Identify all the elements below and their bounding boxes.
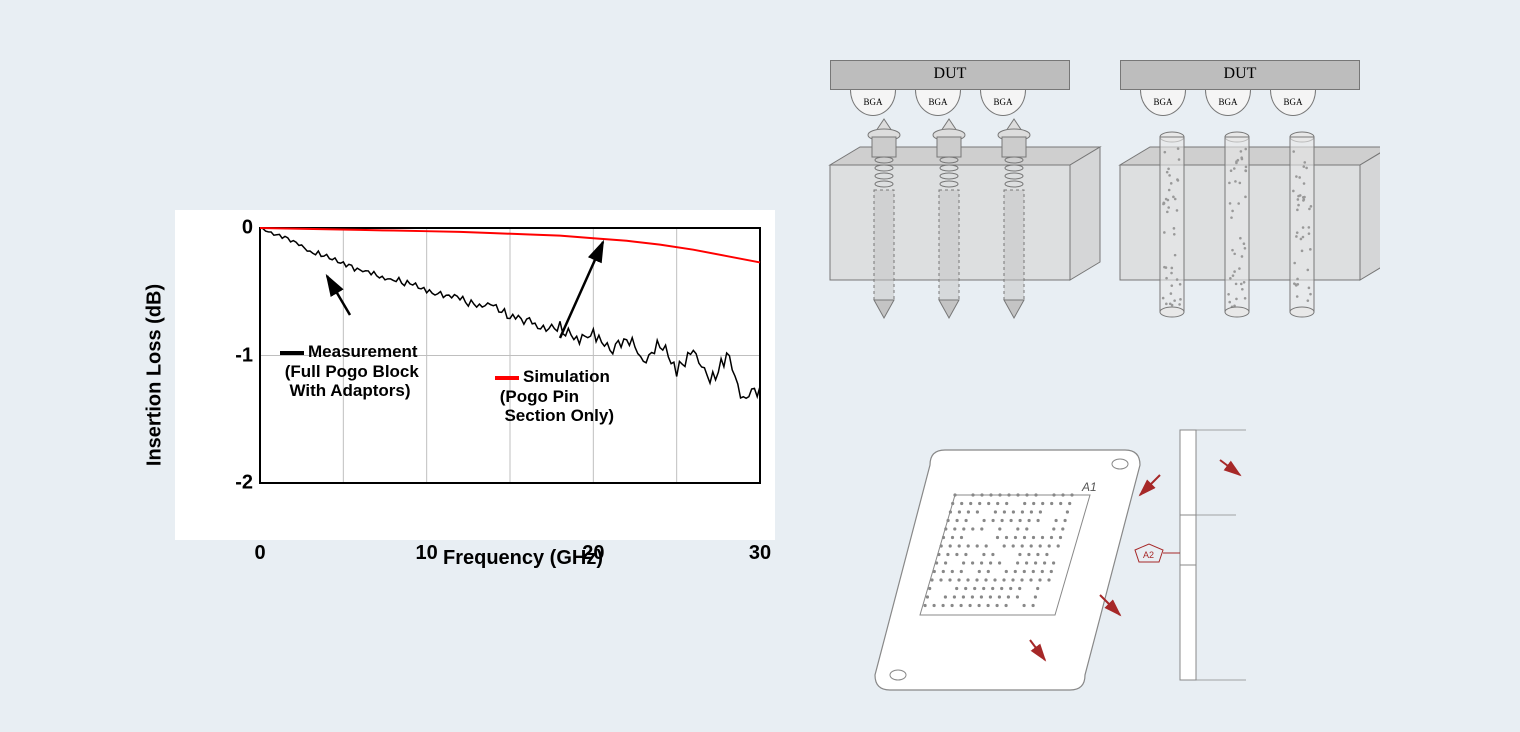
svg-text:A2: A2 [1143,550,1154,560]
x-tick: 30 [749,542,771,565]
legend-simulation: Simulation (Pogo Pin Section Only) [495,367,614,426]
insertion-loss-chart: Insertion Loss (dB) Frequency (GHz) -2-1… [175,210,775,540]
y-tick: -1 [213,344,253,367]
y-axis-label: Insertion Loss (dB) [144,284,167,466]
y-tick: 0 [213,217,253,240]
x-tick: 20 [582,542,604,565]
contact-plate-drawing: A1 A2 [820,420,1380,710]
dut-label: DUT [1120,60,1360,90]
figure-container: Insertion Loss (dB) Frequency (GHz) -2 -1… [0,0,1520,732]
x-tick: 0 [254,542,265,565]
x-tick: 10 [416,542,438,565]
pogo-elastomer-diagram: DUTBGABGABGADUTBGABGABGA [820,60,1380,380]
y-tick: -2 [213,472,253,495]
dut-label: DUT [830,60,1070,90]
x-axis-label: Frequency (GHz) [443,547,603,570]
legend-measurement: Measurement (Full Pogo Block With Adapto… [280,342,419,401]
svg-text:A1: A1 [1081,480,1097,494]
